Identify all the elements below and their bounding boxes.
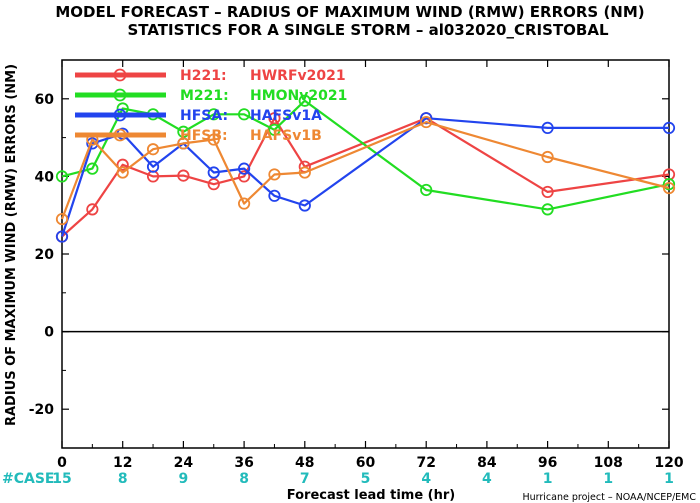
- series-point: [268, 112, 281, 125]
- legend: H221: HWRFv2021 M221: HMONv2021 HFSA: HAFSv1A…: [75, 68, 347, 144]
- series-point: [55, 212, 69, 226]
- legend-swatch-marker: [113, 68, 127, 82]
- legend-entry-desc: HWRFv2021: [250, 68, 346, 84]
- footer-credit: Hurricane project – NOAA/NCEP/EMC: [522, 492, 696, 503]
- series-point: [268, 189, 281, 202]
- legend-swatch-marker: [113, 108, 127, 122]
- series-point: [541, 185, 554, 199]
- series-point: [146, 160, 160, 173]
- case-count: 9: [179, 471, 189, 487]
- series-point: [177, 137, 190, 150]
- series-point: [207, 133, 220, 146]
- x-tick-label: 96: [538, 455, 557, 471]
- series-point: [238, 162, 251, 175]
- case-count: 8: [239, 471, 249, 487]
- y-axis-label: RADIUS OF MAXIMUM WIND (RMW) ERRORS (NM): [4, 64, 19, 426]
- series-point: [238, 197, 251, 210]
- case-label: #CASE: [2, 471, 55, 487]
- series-point: [298, 199, 311, 212]
- case-count: 1: [603, 471, 613, 487]
- chart-title: MODEL FORECAST – RADIUS OF MAXIMUM WIND …: [55, 3, 644, 21]
- x-tick-label: 72: [416, 455, 435, 471]
- series-point: [541, 150, 554, 164]
- y-tick-label: 20: [35, 247, 55, 263]
- series-point: [86, 162, 99, 175]
- case-count: 1: [543, 471, 553, 487]
- x-tick-label: 60: [356, 455, 376, 471]
- case-count: 7: [300, 471, 310, 487]
- series-point: [541, 203, 554, 216]
- x-tick-label: 120: [654, 455, 683, 471]
- case-counts: #CASE 15 8 9 8 7 5 4 4 1 1 1: [2, 471, 674, 487]
- y-tick-label: 40: [35, 169, 55, 185]
- series-point: [146, 143, 160, 156]
- legend-entry-desc: HMONv2021: [250, 88, 347, 104]
- series-line-hafsv1b: [60, 120, 670, 220]
- series-point: [268, 168, 281, 181]
- series-point: [55, 230, 69, 243]
- legend-entry-name: H221:: [180, 68, 227, 84]
- x-tick-label: 24: [174, 455, 194, 471]
- x-tick-label: 108: [594, 455, 623, 471]
- series-point: [238, 108, 251, 121]
- y-axis-ticks: -20 0 20 40 60: [29, 59, 669, 449]
- x-tick-label: 12: [113, 455, 132, 471]
- legend-entry-name: HFSA:: [180, 108, 228, 124]
- series-point: [420, 115, 433, 129]
- case-count: 15: [52, 471, 71, 487]
- series-point: [55, 170, 69, 183]
- chart-subtitle: STATISTICS FOR A SINGLE STORM – al032020…: [127, 21, 608, 39]
- series-line-hmonv2021: [61, 99, 670, 211]
- case-count: 1: [664, 471, 674, 487]
- legend-swatch-marker: [113, 88, 127, 102]
- x-axis-label: Forecast lead time (hr): [287, 488, 455, 503]
- x-tick-label: 36: [234, 455, 253, 471]
- series-point: [177, 125, 190, 138]
- case-count: 5: [361, 471, 371, 487]
- series-point: [207, 108, 220, 121]
- series-point: [662, 121, 676, 135]
- series-point: [541, 121, 554, 135]
- x-tick-label: 84: [477, 455, 497, 471]
- series-point: [207, 178, 220, 191]
- x-tick-label: 48: [295, 455, 314, 471]
- legend-entry-name: M221:: [180, 88, 229, 104]
- series-point: [662, 178, 676, 191]
- series-point: [238, 170, 251, 183]
- plot-area: [61, 59, 670, 449]
- case-count: 4: [482, 471, 492, 487]
- series-point: [86, 203, 99, 216]
- legend-entry-desc: HAFSv1A: [250, 108, 322, 124]
- x-axis-ticks: 0 12 24 36 48 60 72 84 96 108 120: [57, 60, 684, 471]
- plot-frame: [61, 59, 670, 449]
- series-point: [86, 137, 99, 150]
- series-point: [662, 181, 676, 195]
- series-point: [298, 94, 311, 107]
- series-point: [420, 112, 433, 125]
- x-tick-label: 0: [57, 455, 67, 471]
- series-point: [420, 183, 433, 197]
- y-tick-label: -20: [29, 402, 55, 418]
- legend-entry-desc: HAFSv1B: [250, 128, 322, 144]
- case-count: 4: [421, 471, 431, 487]
- series-point: [298, 166, 311, 179]
- series-point: [116, 158, 129, 171]
- series-point: [116, 166, 129, 179]
- series-group: [55, 94, 676, 243]
- case-count: 8: [118, 471, 128, 487]
- legend-swatch-marker: [113, 128, 127, 142]
- series-point: [177, 169, 190, 182]
- y-tick-label: 0: [44, 325, 54, 341]
- legend-entry-name: HFSB:: [180, 128, 228, 144]
- series-point: [207, 166, 220, 179]
- series-point: [268, 123, 281, 136]
- y-tick-label: 60: [35, 92, 55, 108]
